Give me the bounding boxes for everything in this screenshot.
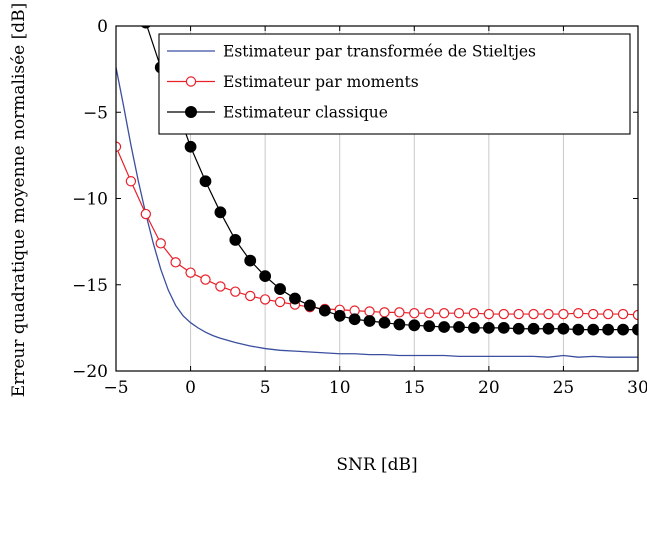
data-point-1 <box>364 306 375 317</box>
data-point-1 <box>617 308 629 320</box>
x-axis-label: SNR [dB] <box>336 455 417 475</box>
data-point-2 <box>229 234 242 246</box>
data-point-1 <box>632 309 638 321</box>
series-line-0 <box>116 67 638 358</box>
x-tick-label: 15 <box>403 378 425 398</box>
data-point-2 <box>557 322 570 335</box>
data-point-1 <box>185 267 196 278</box>
data-point-1 <box>200 274 211 285</box>
data-point-1 <box>424 308 435 319</box>
data-point-2 <box>318 304 331 317</box>
data-point-1 <box>513 308 524 320</box>
data-point-2 <box>184 140 197 153</box>
data-point-2 <box>214 206 227 219</box>
data-point-2 <box>244 254 257 267</box>
data-point-1 <box>438 308 450 319</box>
data-point-2 <box>378 316 391 329</box>
data-point-1 <box>245 290 256 302</box>
y-axis-label: Erreur quadratique moyenne normalisée [d… <box>9 3 29 398</box>
data-point-2 <box>482 321 495 334</box>
data-point-2 <box>542 322 555 335</box>
data-point-2 <box>572 323 585 336</box>
x-tick-label: 0 <box>185 378 196 398</box>
x-tick-label: −5 <box>103 378 128 398</box>
data-point-1 <box>528 308 539 320</box>
data-point-1 <box>230 286 241 297</box>
legend-entry-label: Estimateur par transformée de Stieltjes <box>223 43 536 61</box>
ticks: −5 0 5 10 15 20 25 30 −20 −15 −10 −5 0 <box>72 17 647 398</box>
series-line-1 <box>116 146 638 316</box>
data-point-2 <box>512 322 525 335</box>
data-point-2 <box>602 323 615 336</box>
data-point-1 <box>125 176 137 187</box>
y-tick-label: −10 <box>72 190 108 210</box>
data-point-1 <box>409 308 420 319</box>
data-point-1 <box>379 307 390 318</box>
y-tick-label: −15 <box>72 276 108 296</box>
data-point-2 <box>289 292 301 305</box>
data-point-2 <box>468 321 480 334</box>
data-point-2 <box>363 315 376 327</box>
legend-swatch-marker <box>185 76 197 87</box>
data-point-2 <box>333 309 346 322</box>
data-point-2 <box>393 318 406 331</box>
data-point-1 <box>483 308 495 320</box>
data-point-1 <box>170 257 181 268</box>
legend-entry-label: Estimateur classique <box>223 104 388 122</box>
data-point-2 <box>453 321 465 333</box>
data-point-1 <box>588 308 599 320</box>
data-point-1 <box>394 307 405 318</box>
data-point-2 <box>259 270 272 283</box>
legend-entry-label: Estimateur par moments <box>223 73 419 91</box>
data-point-1 <box>259 294 271 305</box>
data-point-2 <box>199 175 212 188</box>
legend: Estimateur par transformée de Stieltjes E… <box>158 33 631 135</box>
data-point-1 <box>155 238 166 249</box>
legend-box <box>158 33 631 135</box>
y-tick-label: −20 <box>72 362 108 382</box>
data-point-1 <box>274 296 286 308</box>
x-tick-label: 10 <box>329 378 351 398</box>
data-point-1 <box>498 308 509 320</box>
data-point-2 <box>423 320 436 333</box>
data-point-2 <box>527 322 540 335</box>
data-point-2 <box>303 299 316 312</box>
data-point-2 <box>408 319 421 332</box>
x-tick-label: 30 <box>627 378 647 398</box>
data-point-2 <box>348 313 361 326</box>
data-point-1 <box>468 308 480 319</box>
data-point-1 <box>573 308 584 319</box>
data-point-1 <box>140 208 152 220</box>
data-point-1 <box>602 308 614 320</box>
legend-swatch-marker <box>185 105 198 118</box>
y-tick-label: 0 <box>97 17 108 37</box>
data-point-2 <box>617 323 629 336</box>
x-tick-label: 5 <box>260 378 271 398</box>
y-tick-label: −5 <box>83 103 108 123</box>
data-point-2 <box>274 283 286 295</box>
x-tick-label: 25 <box>553 378 575 398</box>
data-point-1 <box>558 308 569 320</box>
data-point-2 <box>438 321 451 333</box>
data-point-2 <box>587 323 600 336</box>
data-point-1 <box>453 308 465 319</box>
x-tick-label: 20 <box>478 378 500 398</box>
data-point-1 <box>215 281 226 292</box>
series-line-2 <box>146 26 638 331</box>
data-point-2 <box>497 321 510 334</box>
data-point-1 <box>543 308 554 320</box>
